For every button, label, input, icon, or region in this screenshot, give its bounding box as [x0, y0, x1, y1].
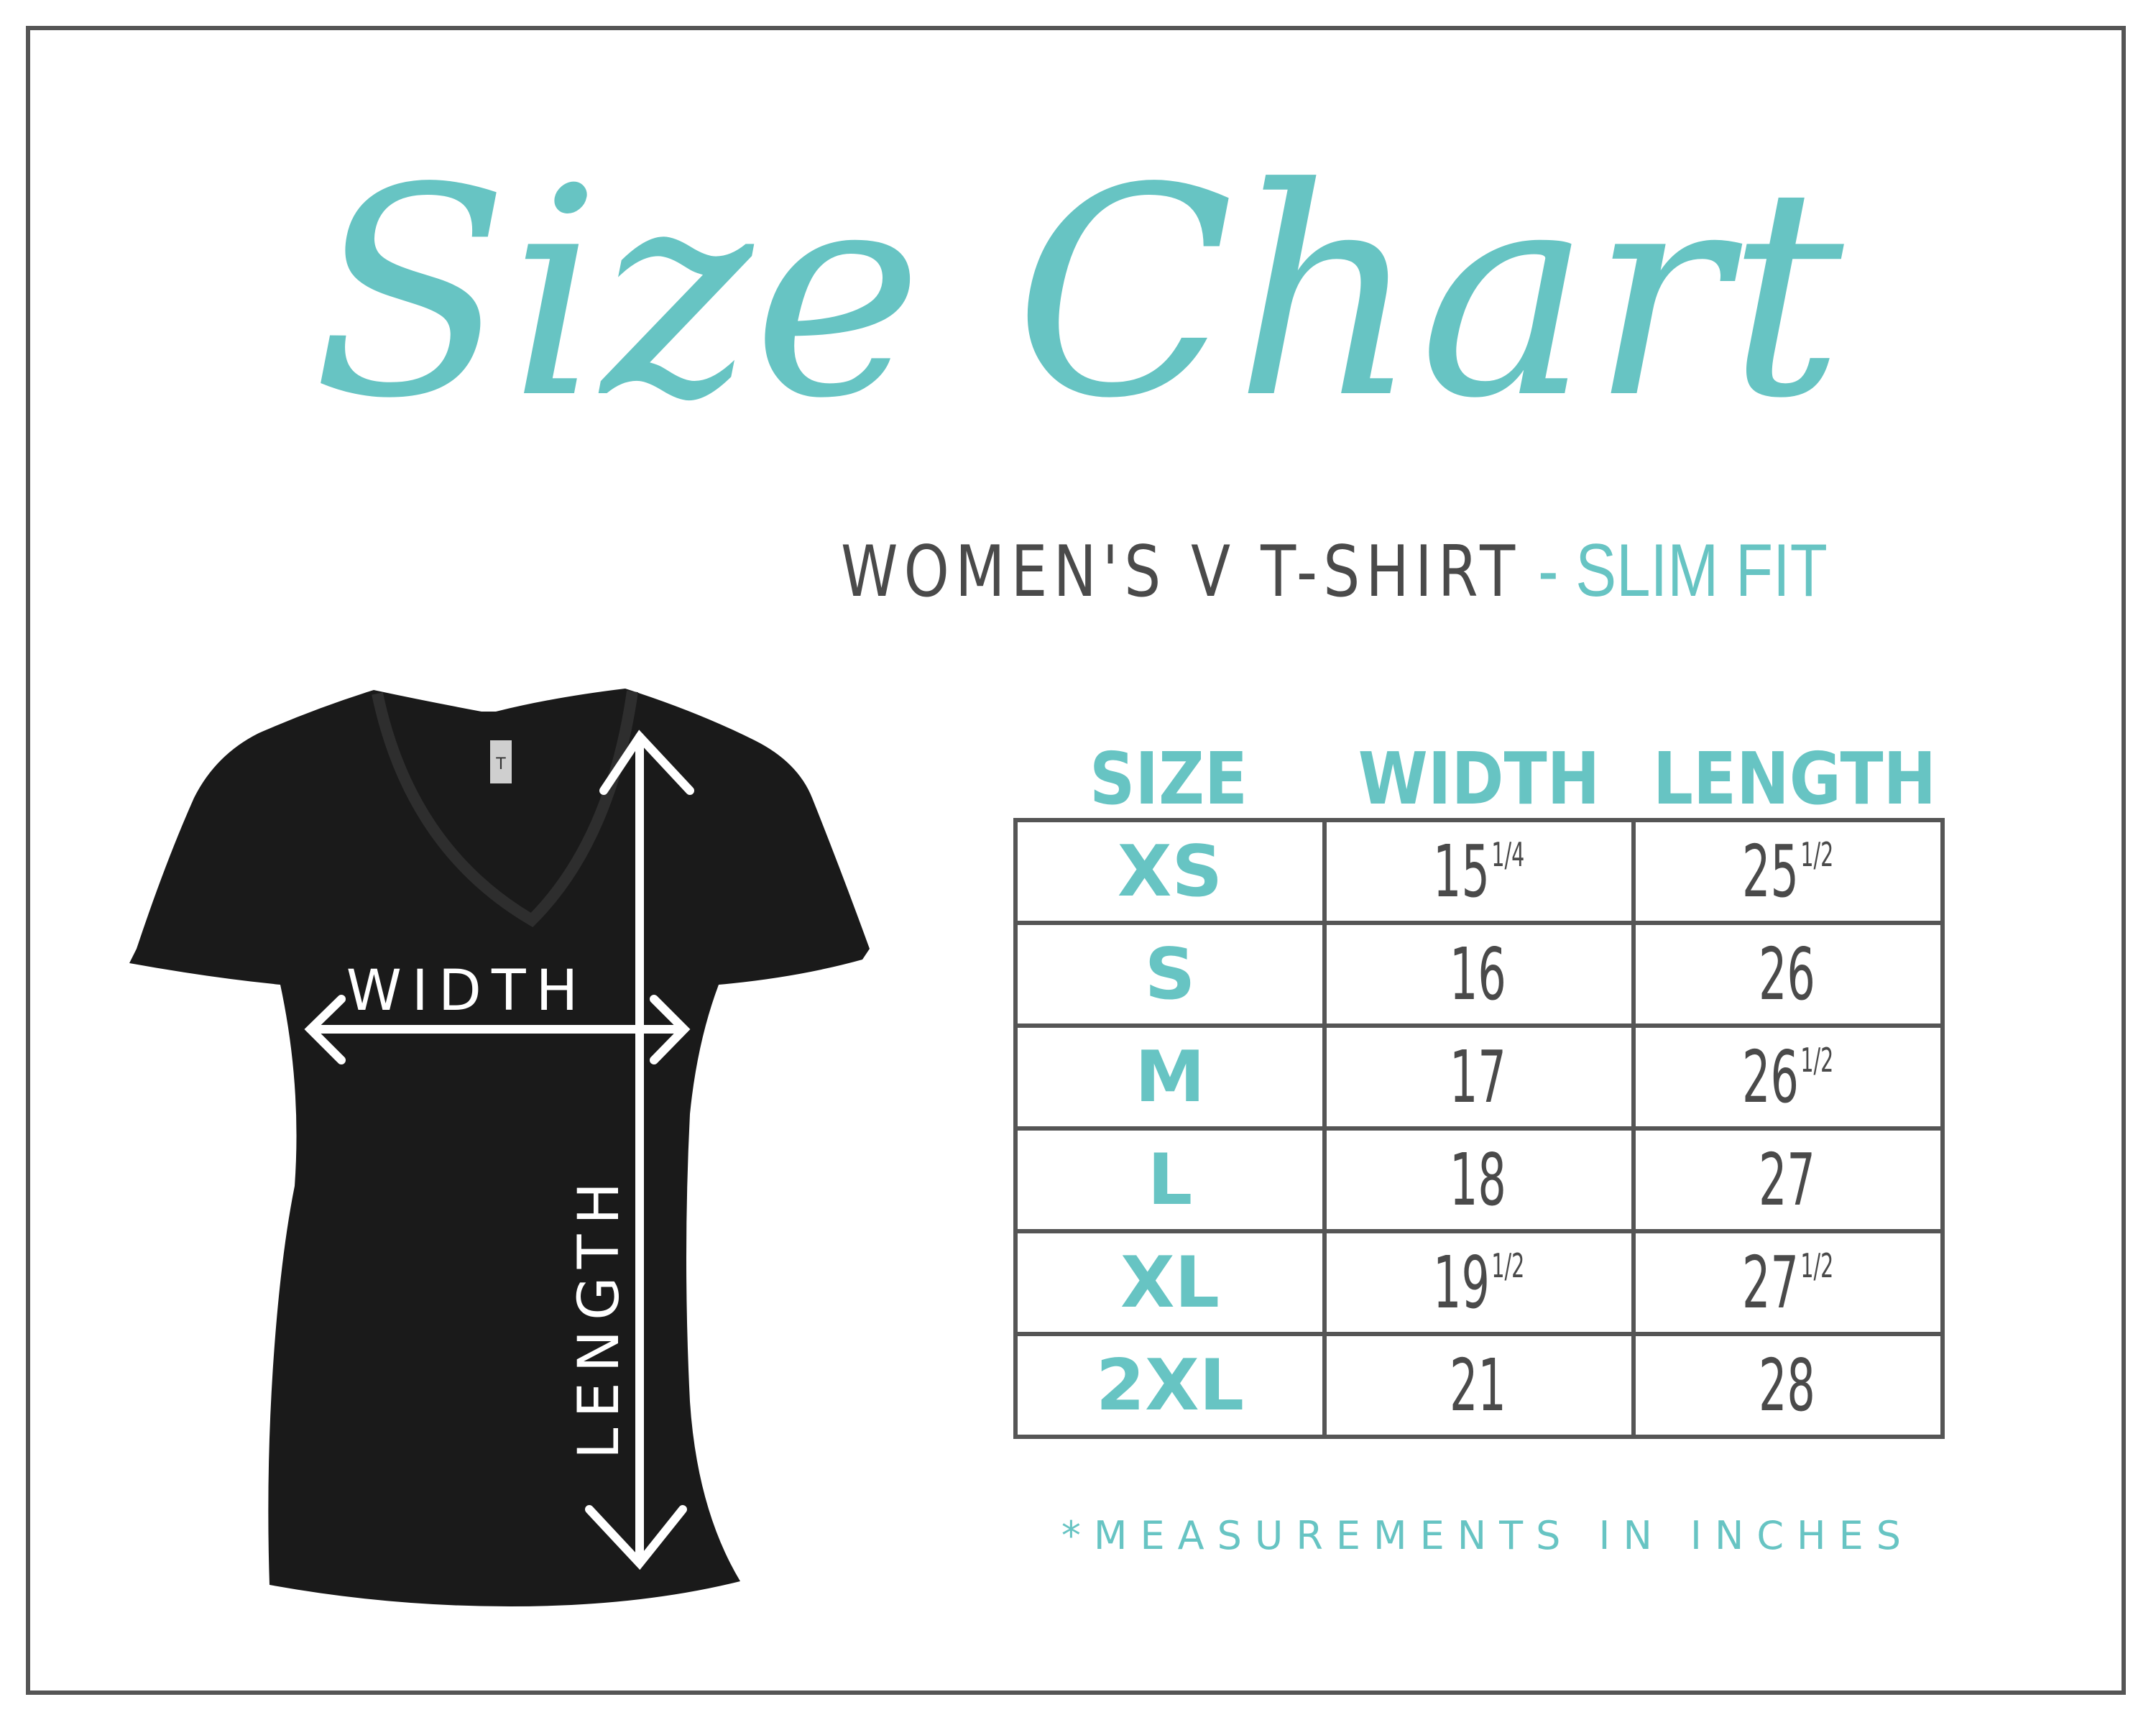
page-title: Size Chart: [312, 127, 1844, 461]
length-value: 26: [1759, 932, 1817, 1016]
subtitle: WOMEN'S V T-SHIRT - SLIM FIT: [841, 528, 1828, 615]
header-width: WIDTH: [1358, 737, 1600, 821]
table-row: 2XL 21 28: [1013, 1332, 1945, 1439]
width-value: 191/2: [1433, 1241, 1524, 1325]
width-cell: 17: [1322, 1024, 1636, 1131]
size-cell: L: [1013, 1126, 1327, 1233]
width-cell: 16: [1322, 921, 1636, 1028]
measurement-note: *MEASUREMENTS IN INCHES: [1061, 1513, 1915, 1558]
width-fraction: 1/4: [1491, 835, 1525, 874]
table-row: M 17 261/2: [1013, 1024, 1945, 1131]
fit-label: - SLIM FIT: [1521, 529, 1828, 612]
length-cell: 271/2: [1631, 1229, 1945, 1336]
length-value: 261/2: [1742, 1035, 1833, 1119]
product-name: WOMEN'S V T-SHIRT: [841, 531, 1521, 613]
length-whole: 25: [1742, 829, 1800, 914]
header-size: SIZE: [1089, 737, 1248, 821]
size-cell: XL: [1013, 1229, 1327, 1336]
table-row: XS 151/4 251/2: [1013, 818, 1945, 925]
length-whole: 27: [1742, 1241, 1800, 1325]
width-cell: 191/2: [1322, 1229, 1636, 1336]
length-label: LENGTH: [567, 1172, 632, 1459]
length-fraction: 1/2: [1800, 835, 1834, 874]
size-table: XS 151/4 251/2 S 16 26 M 17 261/2 L 18 27 XL 191/2 271…: [1013, 818, 1945, 1439]
width-whole: 21: [1450, 1343, 1507, 1427]
length-whole: 26: [1759, 932, 1816, 1016]
width-value: 17: [1450, 1035, 1508, 1119]
width-whole: 18: [1450, 1138, 1507, 1222]
header-length: LENGTH: [1652, 737, 1937, 821]
length-whole: 27: [1759, 1138, 1816, 1222]
width-whole: 19: [1433, 1241, 1491, 1325]
length-fraction: 1/2: [1800, 1041, 1834, 1080]
size-cell: XS: [1013, 818, 1327, 925]
size-table-body: XS 151/4 251/2 S 16 26 M 17 261/2 L 18 27 XL 191/2 271…: [1013, 818, 1945, 1439]
width-cell: 21: [1322, 1332, 1636, 1439]
shirt-tag: [490, 740, 512, 783]
width-arrow-icon: [304, 995, 691, 1064]
tag-letter: T: [495, 755, 506, 773]
table-row: S 16 26: [1013, 921, 1945, 1028]
tshirt-illustration: T WIDTH LENGTH: [129, 689, 870, 1606]
page-border: [26, 26, 2126, 1695]
size-cell: M: [1013, 1024, 1327, 1131]
width-value: 16: [1450, 932, 1508, 1016]
length-cell: 26: [1631, 921, 1945, 1028]
width-cell: 151/4: [1322, 818, 1636, 925]
width-whole: 17: [1450, 1035, 1507, 1119]
size-cell: 2XL: [1013, 1332, 1327, 1439]
width-whole: 15: [1433, 829, 1491, 914]
width-label: WIDTH: [346, 959, 589, 1024]
length-whole: 28: [1759, 1343, 1816, 1427]
length-value: 251/2: [1742, 829, 1833, 914]
width-value: 151/4: [1433, 829, 1524, 914]
length-cell: 28: [1631, 1332, 1945, 1439]
length-cell: 261/2: [1631, 1024, 1945, 1131]
length-value: 271/2: [1742, 1241, 1833, 1325]
length-value: 27: [1759, 1138, 1817, 1222]
width-value: 21: [1450, 1343, 1508, 1427]
width-cell: 18: [1322, 1126, 1636, 1233]
size-cell: S: [1013, 921, 1327, 1028]
tshirt-body: [129, 689, 870, 1606]
length-value: 28: [1759, 1343, 1817, 1427]
width-value: 18: [1450, 1138, 1508, 1222]
table-row: L 18 27: [1013, 1126, 1945, 1233]
table-row: XL 191/2 271/2: [1013, 1229, 1945, 1336]
width-fraction: 1/2: [1491, 1246, 1525, 1285]
length-fraction: 1/2: [1800, 1246, 1834, 1285]
length-cell: 251/2: [1631, 818, 1945, 925]
length-cell: 27: [1631, 1126, 1945, 1233]
width-whole: 16: [1450, 932, 1507, 1016]
length-arrow-icon: [585, 730, 694, 1570]
length-whole: 26: [1742, 1035, 1800, 1119]
